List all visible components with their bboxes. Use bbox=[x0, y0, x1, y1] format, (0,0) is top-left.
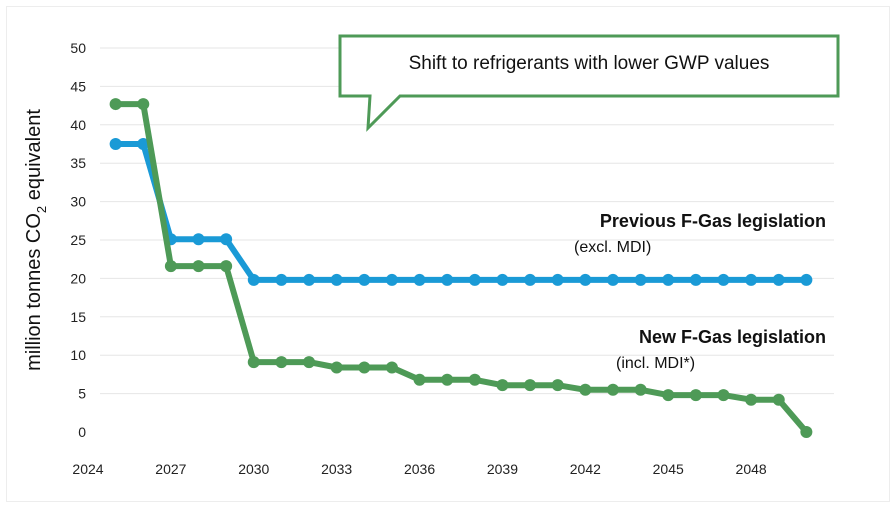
previous-legislation-point bbox=[468, 273, 481, 286]
y-tick-label: 20 bbox=[70, 270, 86, 286]
previous-legislation-point bbox=[247, 273, 260, 286]
new-legislation-point bbox=[385, 361, 398, 374]
previous-legislation-point bbox=[800, 273, 813, 286]
x-tick-label: 2048 bbox=[736, 461, 767, 477]
new-legislation-point bbox=[330, 361, 343, 374]
previous-legislation-point bbox=[772, 273, 785, 286]
new-legislation-series bbox=[109, 98, 813, 438]
new-legislation-point bbox=[413, 373, 426, 386]
new-legislation-point bbox=[634, 383, 647, 396]
y-tick-label: 30 bbox=[70, 194, 86, 210]
y-tick-label: 5 bbox=[78, 386, 86, 402]
previous-legislation-point bbox=[551, 273, 564, 286]
previous-legislation-point bbox=[330, 273, 343, 286]
previous-legislation-point bbox=[109, 138, 122, 150]
previous-legislation-point bbox=[358, 273, 371, 286]
x-tick-label: 2030 bbox=[238, 461, 269, 477]
new-legislation-point bbox=[275, 356, 288, 369]
previous-legislation-series bbox=[109, 138, 813, 286]
new-legislation-point bbox=[109, 98, 122, 111]
series-group bbox=[109, 98, 813, 438]
previous-legislation-point bbox=[524, 273, 537, 286]
new-legislation-point bbox=[247, 356, 260, 369]
y-tick-label: 45 bbox=[70, 78, 86, 94]
previous-legislation-point bbox=[606, 273, 619, 286]
previous-legislation-point bbox=[303, 273, 316, 286]
chart-frame bbox=[6, 6, 890, 502]
y-tick-label: 35 bbox=[70, 155, 86, 171]
y-tick-label: 50 bbox=[70, 40, 86, 56]
new-legislation-line bbox=[112, 101, 810, 435]
new-legislation-point bbox=[137, 98, 150, 111]
previous-legislation-point bbox=[137, 138, 150, 150]
previous-legislation-point bbox=[441, 273, 454, 286]
x-tick-label: 2042 bbox=[570, 461, 601, 477]
x-tick-label: 2033 bbox=[321, 461, 352, 477]
new-legislation-point bbox=[717, 389, 730, 402]
new-legislation-point bbox=[358, 361, 371, 374]
new-legislation-point bbox=[192, 260, 205, 273]
y-axis-label-subscript: 2 bbox=[34, 206, 49, 213]
new-legislation-sublabel: (incl. MDI*) bbox=[616, 355, 695, 372]
y-axis-label-prefix: million tonnes CO bbox=[23, 213, 45, 371]
previous-legislation-point bbox=[689, 273, 702, 286]
y-axis-label-suffix: equivalent bbox=[23, 109, 45, 206]
new-legislation-point bbox=[579, 383, 592, 396]
new-legislation-point bbox=[220, 260, 233, 273]
previous-legislation-label: Previous F-Gas legislation bbox=[600, 211, 826, 231]
y-axis-ticks: 0 5 10 15 20 25 30 35 40 45 50 bbox=[70, 40, 86, 440]
previous-legislation-point bbox=[275, 273, 288, 286]
callout: Shift to refrigerants with lower GWP val… bbox=[338, 34, 840, 132]
new-legislation-point bbox=[441, 373, 454, 386]
new-legislation-point bbox=[800, 426, 813, 438]
y-axis-label: million tonnes CO2 equivalent bbox=[23, 109, 49, 371]
x-tick-label: 2045 bbox=[653, 461, 684, 477]
y-tick-label: 40 bbox=[70, 117, 86, 133]
new-legislation-point bbox=[745, 393, 758, 406]
new-legislation-point bbox=[496, 379, 509, 392]
previous-legislation-point bbox=[717, 273, 730, 286]
new-legislation-point bbox=[689, 389, 702, 402]
x-tick-label: 2036 bbox=[404, 461, 435, 477]
new-legislation-point bbox=[662, 389, 675, 402]
new-legislation-label: New F-Gas legislation bbox=[639, 327, 826, 347]
x-tick-label: 2024 bbox=[72, 461, 103, 477]
callout-text: Shift to refrigerants with lower GWP val… bbox=[409, 53, 770, 74]
x-tick-label: 2027 bbox=[155, 461, 186, 477]
new-legislation-point bbox=[606, 383, 619, 396]
previous-legislation-sublabel: (excl. MDI) bbox=[574, 239, 651, 256]
previous-legislation-point bbox=[496, 273, 509, 286]
new-legislation-point bbox=[468, 373, 481, 386]
y-tick-label: 0 bbox=[78, 424, 86, 440]
previous-legislation-point bbox=[385, 273, 398, 286]
previous-legislation-point bbox=[413, 273, 426, 286]
new-legislation-point bbox=[303, 356, 316, 369]
new-legislation-point bbox=[524, 379, 537, 392]
new-legislation-point bbox=[551, 379, 564, 392]
previous-legislation-point bbox=[220, 233, 233, 246]
y-tick-label: 25 bbox=[70, 232, 86, 248]
callout-box bbox=[338, 34, 840, 132]
x-tick-label: 2039 bbox=[487, 461, 518, 477]
new-legislation-point bbox=[772, 393, 785, 406]
previous-legislation-point bbox=[745, 273, 758, 286]
previous-legislation-point bbox=[192, 233, 205, 246]
y-tick-label: 10 bbox=[70, 347, 86, 363]
previous-legislation-point bbox=[634, 273, 647, 286]
new-legislation-point bbox=[164, 260, 177, 273]
previous-legislation-point bbox=[662, 273, 675, 286]
x-axis-ticks: 2024 2027 2030 2033 2036 2039 2042 2045 2048 bbox=[72, 461, 766, 477]
previous-legislation-point bbox=[579, 273, 592, 286]
y-tick-label: 15 bbox=[70, 309, 86, 325]
